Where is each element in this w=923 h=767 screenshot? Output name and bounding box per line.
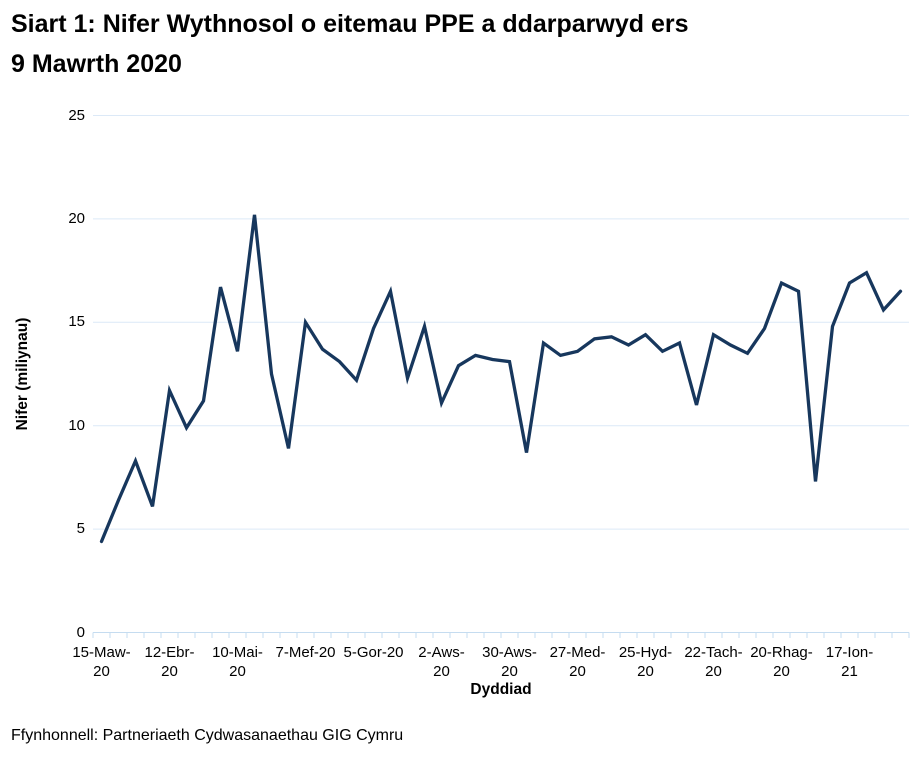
x-tick-label: 7-Mef-20 — [269, 643, 343, 662]
y-tick-label: 15 — [68, 313, 85, 331]
x-tick-label: 20-Rhag- 20 — [745, 643, 819, 681]
x-tick-label-line: 25-Hyd- — [618, 644, 673, 661]
x-tick-label-line: 17-Ion- — [825, 644, 874, 661]
y-tick-label: 0 — [76, 623, 85, 641]
y-tick-label: 25 — [68, 106, 85, 124]
x-tick-label-line: 7-Mef-20 — [275, 644, 336, 661]
x-tick-label-line: 20 — [93, 663, 110, 680]
x-tick-label: 2-Aws- 20 — [405, 643, 479, 681]
source-note: Ffynhonnell: Partneriaeth Cydwasanaethau… — [11, 727, 404, 744]
x-tick-label-line: 20 — [161, 663, 178, 680]
x-tick-label-line: 22-Tach- — [684, 644, 743, 661]
x-tick-label-line: 20 — [637, 663, 654, 680]
x-tick-label-line: 15-Maw- — [72, 644, 131, 661]
x-tick-label-line: 21 — [841, 663, 858, 680]
x-tick-label: 22-Tach- 20 — [677, 643, 751, 681]
chart-title-line1: Siart 1: Nifer Wythnosol o eitemau PPE a… — [11, 10, 689, 38]
y-tick-label: 20 — [68, 209, 85, 227]
x-tick-label-line: 20-Rhag- — [750, 644, 813, 661]
x-tick-label-line: 10-Mai- — [212, 644, 263, 661]
x-axis-title: Dyddiad — [470, 681, 532, 698]
x-tick-label: 12-Ebr- 20 — [133, 643, 207, 681]
x-tick-label-line: 20 — [773, 663, 790, 680]
x-tick-label: 25-Hyd- 20 — [609, 643, 683, 681]
chart-title: Siart 1: Nifer Wythnosol o eitemau PPE a… — [11, 4, 689, 84]
x-tick-label: 27-Med- 20 — [541, 643, 615, 681]
x-tick-label-line: 20 — [433, 663, 450, 680]
x-tick-label: 10-Mai- 20 — [201, 643, 275, 681]
x-tick-label-line: 20 — [229, 663, 246, 680]
x-tick-label: 5-Gor-20 — [337, 643, 411, 662]
y-tick-label: 5 — [76, 520, 85, 538]
x-tick-label: 17-Ion- 21 — [813, 643, 887, 681]
x-tick-label-line: 20 — [705, 663, 722, 680]
x-tick-label-line: 20 — [501, 663, 518, 680]
x-tick-label-line: 27-Med- — [549, 644, 606, 661]
x-tick-label: 30-Aws- 20 — [473, 643, 547, 681]
x-tick-label-line: 12-Ebr- — [144, 644, 195, 661]
y-tick-label: 10 — [68, 416, 85, 434]
x-tick-label-line: 20 — [569, 663, 586, 680]
x-tick-label-line: 30-Aws- — [482, 644, 537, 661]
x-tick-label-line: 2-Aws- — [418, 644, 465, 661]
chart-title-line2: 9 Mawrth 2020 — [11, 50, 182, 78]
x-tick-label: 15-Maw- 20 — [65, 643, 139, 681]
x-tick-label-line: 5-Gor-20 — [343, 644, 404, 661]
data-line-series — [99, 214, 903, 544]
